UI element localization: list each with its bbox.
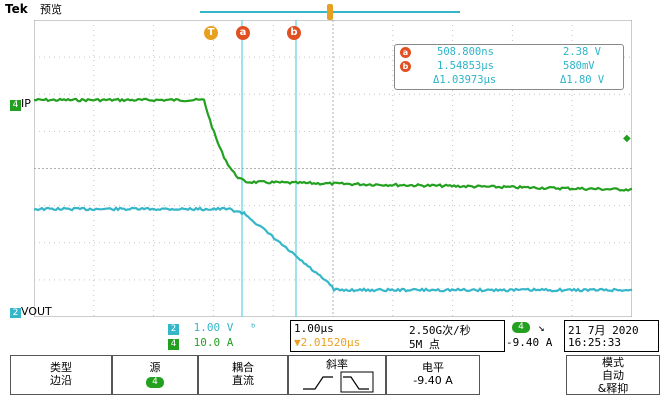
bandwidth-limit-icon: ᵇ — [250, 321, 257, 334]
timebase-readout: 1.00μs — [294, 322, 334, 335]
menu-type-button[interactable]: 类型 边沿 — [10, 355, 112, 395]
menu-level-button[interactable]: 电平 -9.40 A — [386, 355, 480, 395]
trigger-readout[interactable]: 4 ↘ -9.40 A — [506, 321, 562, 351]
ch2-ground-label[interactable]: 2 VOUT — [10, 300, 52, 319]
cursor-a-badge: a — [400, 47, 411, 58]
ch2-label: VOUT — [21, 305, 52, 318]
date-readout: 21 7月 2020 — [568, 324, 639, 337]
trigger-marker-icon[interactable]: T — [204, 26, 218, 40]
horizontal-panel[interactable]: 1.00μs ▼2.01520μs 2.50G次/秒 5M 点 — [290, 320, 505, 352]
ch2-scale-readout[interactable]: 2 1.00 V ᵇ — [168, 321, 257, 335]
menu-coupling-button[interactable]: 耦合 直流 — [198, 355, 288, 395]
source-channel-badge: 4 — [146, 377, 164, 388]
ch4-number: 4 — [10, 100, 21, 111]
cursor-b-badge: b — [400, 61, 411, 72]
cursor-b-time: 1.54853μs — [437, 60, 494, 72]
cursor-readout-panel: a 508.800ns 2.38 V b 1.54853μs 580mV Δ1.… — [394, 44, 624, 90]
cursor-a-time: 508.800ns — [437, 46, 494, 58]
vout-waveform — [34, 206, 632, 293]
trigger-slope-icon: ↘ — [538, 321, 545, 334]
trigger-offset-readout: ▼2.01520μs — [294, 336, 361, 349]
date-time-panel: 21 7月 2020 16:25:33 — [564, 320, 659, 352]
slope-selector-icon[interactable] — [297, 371, 377, 393]
trigger-position-icon[interactable] — [327, 4, 333, 20]
time-readout: 16:25:33 — [568, 336, 621, 349]
cursor-a-marker[interactable]: a — [236, 26, 250, 40]
ch2-number: 2 — [10, 308, 21, 319]
ip-waveform — [34, 97, 632, 192]
cursor-delta-time: Δ1.03973μs — [433, 74, 497, 86]
trigger-channel-badge: 4 — [512, 322, 530, 333]
ch4-ground-label[interactable]: 4 IP — [10, 92, 31, 111]
brand-logo: Tek — [5, 2, 28, 16]
menu-slope-button[interactable]: 斜率 — [288, 355, 386, 395]
menu-mode-button[interactable]: 模式 自动 &释抑 — [566, 355, 660, 395]
ch4-label: IP — [21, 97, 31, 110]
sample-rate-readout: 2.50G次/秒 — [409, 324, 471, 337]
cursor-a-value: 2.38 V — [563, 46, 601, 58]
cursor-b-marker[interactable]: b — [287, 26, 301, 40]
menu-source-button[interactable]: 源 4 — [112, 355, 198, 395]
svg-text:◆: ◆ — [623, 133, 631, 144]
record-length-readout: 5M 点 — [409, 338, 440, 351]
cursor-b-value: 580mV — [563, 60, 595, 72]
cursor-delta-value: Δ1.80 V — [560, 74, 605, 86]
acquisition-mode-label: 预览 — [40, 3, 62, 16]
ch4-scale-readout[interactable]: 4 10.0 A — [168, 336, 233, 350]
trigger-level-readout: -9.40 A — [506, 336, 553, 349]
